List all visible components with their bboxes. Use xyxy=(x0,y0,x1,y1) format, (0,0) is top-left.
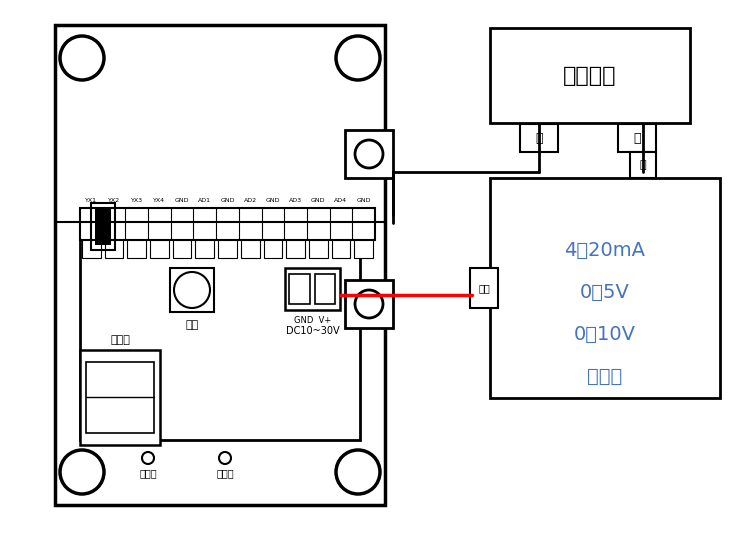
Bar xyxy=(80,208,375,240)
Bar xyxy=(95,208,111,245)
Bar xyxy=(172,240,191,258)
Text: ＋: ＋ xyxy=(640,160,646,170)
Bar xyxy=(80,225,360,440)
Text: DC10~30V: DC10~30V xyxy=(286,326,339,336)
Text: 状态灯: 状态灯 xyxy=(140,468,157,478)
Bar xyxy=(105,240,124,258)
Text: 0～5V: 0～5V xyxy=(580,282,630,302)
Bar xyxy=(285,268,340,310)
Text: YX3: YX3 xyxy=(130,198,142,203)
Text: GND: GND xyxy=(266,198,280,203)
Bar xyxy=(128,240,146,258)
Text: 天线: 天线 xyxy=(185,320,199,330)
Circle shape xyxy=(219,452,231,464)
Text: GND: GND xyxy=(175,198,189,203)
Circle shape xyxy=(336,36,380,80)
Bar xyxy=(82,240,100,258)
Bar xyxy=(490,28,690,123)
Text: AD3: AD3 xyxy=(289,198,302,203)
Bar xyxy=(618,124,656,152)
Text: GND: GND xyxy=(311,198,326,203)
Bar xyxy=(470,268,498,308)
Text: YX1: YX1 xyxy=(86,198,98,203)
Text: 运行灯: 运行灯 xyxy=(216,468,234,478)
Bar xyxy=(218,240,237,258)
Circle shape xyxy=(336,450,380,494)
Bar xyxy=(630,152,656,178)
Bar xyxy=(170,268,214,312)
Bar xyxy=(263,240,282,258)
Bar xyxy=(80,350,160,445)
Text: 0～10V: 0～10V xyxy=(574,325,636,343)
Text: AD4: AD4 xyxy=(334,198,347,203)
Text: ＋: ＋ xyxy=(633,131,640,145)
Text: 4～20mA: 4～20mA xyxy=(565,240,646,260)
Bar xyxy=(309,240,328,258)
Bar xyxy=(241,240,260,258)
Text: AD1: AD1 xyxy=(198,198,211,203)
Circle shape xyxy=(174,272,210,308)
Text: 输出: 输出 xyxy=(478,283,490,293)
Bar xyxy=(150,240,169,258)
Text: AD2: AD2 xyxy=(244,198,256,203)
Text: 变送器: 变送器 xyxy=(587,366,622,386)
Text: 外部电源: 外部电源 xyxy=(563,66,616,85)
Bar xyxy=(55,25,385,505)
Text: YX2: YX2 xyxy=(108,198,120,203)
Circle shape xyxy=(142,452,154,464)
Bar xyxy=(196,240,214,258)
Text: YX4: YX4 xyxy=(153,198,166,203)
Circle shape xyxy=(355,290,383,318)
Bar xyxy=(345,130,393,178)
Text: GND  V+: GND V+ xyxy=(294,316,332,325)
Bar xyxy=(289,274,310,304)
Circle shape xyxy=(60,450,104,494)
Bar xyxy=(490,178,720,398)
Bar xyxy=(332,240,350,258)
Bar xyxy=(314,274,335,304)
Bar xyxy=(286,240,305,258)
Text: GND: GND xyxy=(220,198,235,203)
Bar xyxy=(345,280,393,328)
Bar xyxy=(86,362,154,433)
Text: GND: GND xyxy=(356,198,371,203)
Bar xyxy=(520,124,558,152)
Circle shape xyxy=(60,36,104,80)
Bar xyxy=(91,203,115,250)
Text: －: － xyxy=(536,131,543,145)
Bar xyxy=(354,240,373,258)
Circle shape xyxy=(355,140,383,168)
Text: 手机卡: 手机卡 xyxy=(110,335,130,345)
